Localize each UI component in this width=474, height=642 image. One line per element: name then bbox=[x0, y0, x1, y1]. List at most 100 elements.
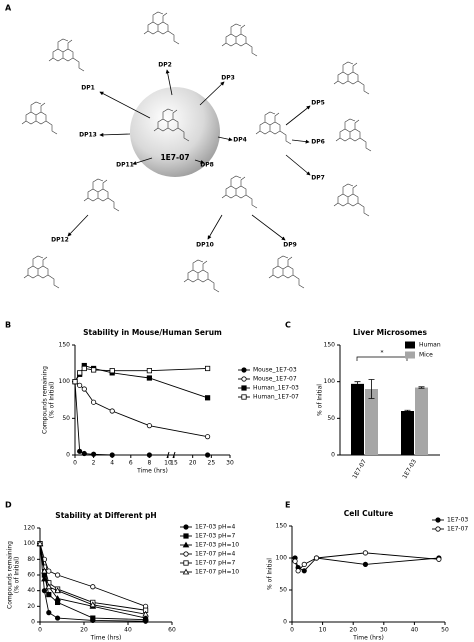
chart-title: Cell Culture bbox=[344, 509, 393, 518]
y-axis-title: (% of Initial) bbox=[49, 382, 56, 419]
marker bbox=[81, 365, 87, 372]
legend-label: Mouse_1E7-03 bbox=[253, 367, 297, 374]
x-tick-label: 20 bbox=[80, 627, 88, 634]
marker bbox=[292, 558, 298, 564]
marker bbox=[45, 583, 53, 590]
marker bbox=[301, 561, 307, 568]
marker bbox=[295, 568, 301, 574]
arrow bbox=[207, 214, 223, 240]
marker bbox=[204, 395, 211, 401]
node-label: DP7 bbox=[311, 175, 325, 182]
y-tick-label: 0 bbox=[283, 619, 287, 626]
y-tick-label: 100 bbox=[59, 378, 71, 385]
marker bbox=[205, 452, 211, 458]
node-label: DP5 bbox=[311, 100, 325, 107]
marker bbox=[46, 591, 52, 598]
panel-label: B bbox=[5, 321, 11, 330]
x-tick-label: 4 bbox=[110, 460, 114, 467]
marker bbox=[146, 452, 152, 458]
degradation-products: DP1 DP2 DP3 DP4 DP5 DP6 DP7 DP8 DP9 DP10 DP11 DP12 D… bbox=[21, 11, 372, 293]
structure bbox=[268, 255, 305, 289]
structure bbox=[333, 183, 370, 217]
structure bbox=[143, 11, 180, 45]
marker bbox=[89, 601, 97, 608]
panel-label: D bbox=[5, 501, 12, 510]
chart-title: Liver Microsomes bbox=[353, 328, 427, 337]
x-tick-label: 0 bbox=[290, 627, 294, 634]
error-bar bbox=[404, 409, 411, 413]
marker bbox=[436, 556, 442, 562]
legend-swatch bbox=[405, 341, 415, 349]
chart: C Liver Microsomes % of Initial 0 50 100 150 1E… bbox=[285, 321, 441, 481]
marker bbox=[241, 367, 247, 373]
y-tick-label: 0 bbox=[66, 452, 70, 459]
chart: E Cell Culture % of Initial 0 50 100 150 0 10 20 3… bbox=[267, 501, 469, 642]
node-label: DP8 bbox=[200, 162, 214, 169]
chart: B Stability in Mouse/Human Serum Compounds… bbox=[5, 321, 299, 475]
bar bbox=[415, 387, 428, 455]
legend-label: Human_1E7-07 bbox=[253, 394, 299, 401]
y-tick-label: 80 bbox=[27, 556, 35, 563]
marker bbox=[241, 376, 247, 382]
x-tick-label: 20 bbox=[189, 460, 197, 467]
structure bbox=[335, 118, 372, 152]
marker bbox=[142, 614, 149, 621]
legend-label: 1E7-07 pH=4 bbox=[195, 551, 235, 558]
node-label: DP10 bbox=[196, 242, 214, 249]
structure bbox=[221, 175, 258, 209]
marker bbox=[183, 551, 189, 557]
structure bbox=[48, 38, 85, 72]
marker bbox=[142, 610, 149, 617]
arrow bbox=[285, 105, 311, 126]
structure bbox=[21, 101, 58, 135]
marker bbox=[182, 541, 190, 548]
marker bbox=[77, 382, 83, 388]
marker bbox=[41, 575, 48, 582]
series-line bbox=[74, 381, 208, 456]
charts: B Stability in Mouse/Human Serum Compounds… bbox=[5, 321, 468, 642]
marker bbox=[146, 423, 152, 429]
y-tick-label: 40 bbox=[27, 587, 35, 594]
x-tick-label: 10 bbox=[164, 460, 172, 467]
node-label: DP1 bbox=[81, 85, 95, 92]
x-axis-title: Time (hrs) bbox=[352, 635, 384, 642]
x-tick-label: 40 bbox=[124, 627, 132, 634]
y-tick-label: 150 bbox=[324, 342, 336, 349]
arrow bbox=[199, 81, 225, 106]
bar bbox=[351, 383, 364, 455]
marker bbox=[77, 370, 83, 376]
marker bbox=[146, 375, 152, 381]
series-line bbox=[39, 543, 146, 607]
x-tick-label: 25 bbox=[208, 460, 216, 467]
marker bbox=[146, 368, 152, 374]
panel-label: C bbox=[285, 321, 291, 330]
marker bbox=[41, 588, 48, 594]
x-axis-title: Time (hrs) bbox=[136, 468, 168, 475]
y-axis-title: Compounds remaining bbox=[42, 366, 49, 434]
y-tick-label: 50 bbox=[62, 415, 70, 422]
y-tick-label: 100 bbox=[24, 540, 36, 547]
node-label: DP9 bbox=[283, 242, 297, 249]
structure bbox=[83, 178, 120, 212]
legend-label: 1E7-07 bbox=[447, 526, 468, 533]
node-label: DP6 bbox=[311, 139, 325, 146]
legend-label: Human bbox=[419, 342, 441, 349]
y-tick-label: 20 bbox=[27, 603, 35, 610]
x-tick-label: 40 bbox=[411, 627, 419, 634]
y-tick-label: 60 bbox=[27, 572, 35, 579]
y-tick-label: 50 bbox=[279, 587, 287, 594]
chart-title: Stability at Different pH bbox=[55, 511, 156, 520]
series-line bbox=[39, 543, 146, 622]
node-label: DP12 bbox=[51, 237, 69, 244]
x-tick-label: 1E7-07 bbox=[351, 458, 368, 480]
marker bbox=[46, 609, 52, 616]
marker bbox=[109, 368, 115, 374]
marker bbox=[72, 379, 78, 385]
y-tick-label: 100 bbox=[324, 378, 336, 385]
x-tick-label: 30 bbox=[226, 460, 234, 467]
marker bbox=[241, 385, 247, 391]
x-tick-label: 50 bbox=[441, 627, 449, 634]
arrow bbox=[99, 132, 131, 137]
legend-label: 1E7-03 bbox=[447, 517, 468, 524]
marker bbox=[182, 568, 190, 575]
